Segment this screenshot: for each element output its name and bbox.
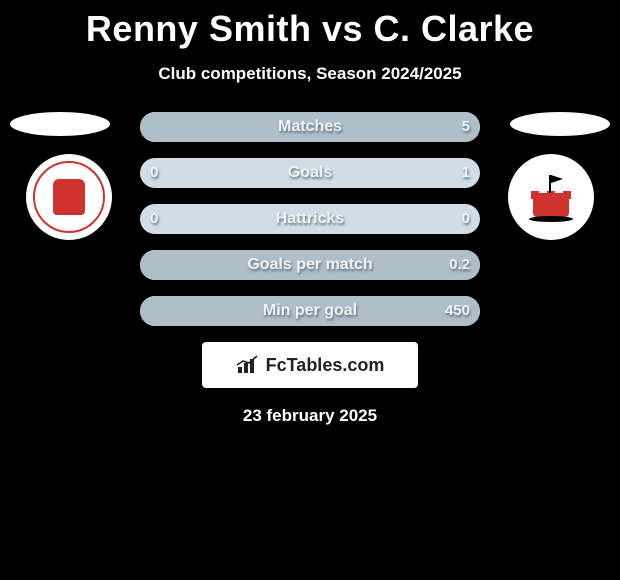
site-logo-text: FcTables.com <box>266 355 385 376</box>
stat-row: 0 Goals 1 <box>140 158 480 188</box>
content-area: Matches 5 0 Goals 1 0 Hattricks 0 Goals per matc… <box>0 112 620 426</box>
stat-label: Min per goal <box>263 302 357 319</box>
stat-row: Goals per match 0.2 <box>140 250 480 280</box>
team-badge-left <box>26 154 112 240</box>
comparison-subtitle: Club competitions, Season 2024/2025 <box>0 64 620 84</box>
stat-value-right: 0.2 <box>449 250 470 280</box>
site-logo[interactable]: FcTables.com <box>202 342 418 388</box>
stat-label: Goals per match <box>247 256 372 273</box>
stat-value-right: 450 <box>445 296 470 326</box>
snapshot-date: 23 february 2025 <box>0 406 620 426</box>
stat-value-left: 0 <box>150 158 158 188</box>
stat-value-right: 1 <box>462 158 470 188</box>
stat-value-right: 5 <box>462 112 470 142</box>
comparison-title: Renny Smith vs C. Clarke <box>0 0 620 50</box>
stat-label: Matches <box>278 118 342 135</box>
stat-row: 0 Hattricks 0 <box>140 204 480 234</box>
stat-row: Min per goal 450 <box>140 296 480 326</box>
team-badge-right <box>508 154 594 240</box>
stat-rows: Matches 5 0 Goals 1 0 Hattricks 0 Goals per matc… <box>140 112 480 326</box>
stat-value-left: 0 <box>150 204 158 234</box>
stat-label: Hattricks <box>276 210 344 227</box>
chart-icon <box>236 355 260 375</box>
player-oval-right <box>510 112 610 136</box>
stat-label: Goals <box>288 164 332 181</box>
stat-row: Matches 5 <box>140 112 480 142</box>
stat-value-right: 0 <box>462 204 470 234</box>
player-oval-left <box>10 112 110 136</box>
